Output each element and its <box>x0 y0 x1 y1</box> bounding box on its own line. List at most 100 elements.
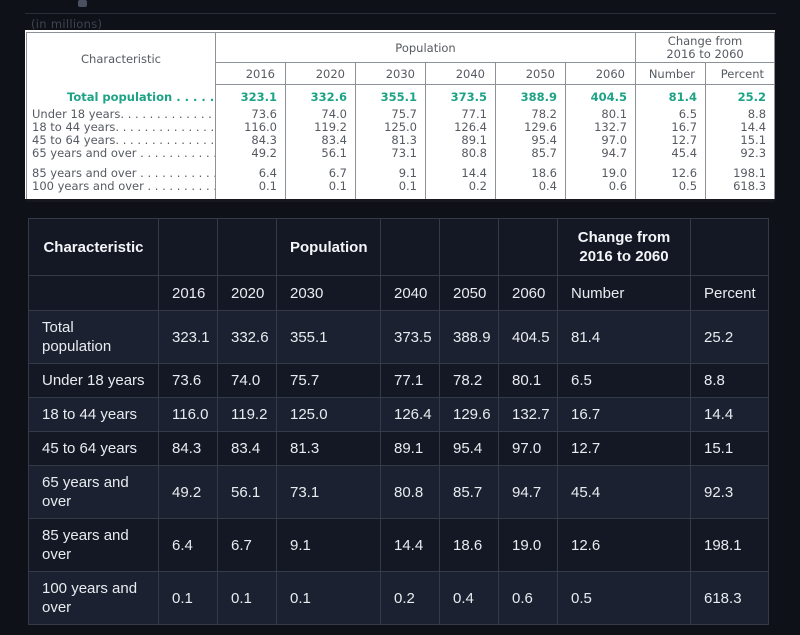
census-year-header: 2060 <box>564 62 636 85</box>
value-cell: 77.1 <box>380 363 440 398</box>
value-cell: 49.2 <box>215 147 286 160</box>
value-cell: 80.8 <box>380 465 440 519</box>
column-header: Characteristic <box>28 218 159 276</box>
value-cell: 119.2 <box>217 397 277 432</box>
row-label: Under 18 years <box>28 363 159 398</box>
value-cell: 75.7 <box>276 363 381 398</box>
value-cell: 95.4 <box>439 431 499 466</box>
value-cell: 6.7 <box>285 167 356 180</box>
value-cell: 75.7 <box>355 108 426 121</box>
value-cell: 73.1 <box>276 465 381 519</box>
census-number-header: Number <box>635 62 706 85</box>
value-cell: 119.2 <box>285 121 356 134</box>
value-cell: 81.3 <box>276 431 381 466</box>
value-cell: 97.0 <box>564 134 636 147</box>
value-cell: 2016 <box>158 275 218 311</box>
value-cell: 15.1 <box>705 134 775 147</box>
row-label: 100 years and over . . . . . . . . . . <box>32 180 216 193</box>
value-cell: 73.6 <box>215 108 286 121</box>
value-cell: 14.4 <box>690 397 769 432</box>
value-cell: 126.4 <box>425 121 496 134</box>
empty-header-cell <box>158 218 218 276</box>
value-cell: 97.0 <box>498 431 558 466</box>
value-cell: 373.5 <box>425 84 496 108</box>
census-characteristic-header: Characteristic <box>26 32 216 85</box>
row-label: 85 years and over <box>28 518 159 572</box>
spacer-cell <box>495 160 566 167</box>
value-cell: 129.6 <box>439 397 499 432</box>
row-label: 65 years and over <box>28 465 159 519</box>
value-cell: 25.2 <box>690 310 769 364</box>
value-cell: 6.5 <box>557 363 691 398</box>
spacer-cell <box>564 160 636 167</box>
value-cell: 355.1 <box>355 84 426 108</box>
value-cell: 73.1 <box>355 147 426 160</box>
spacer-cell <box>635 160 706 167</box>
value-cell: 56.1 <box>285 147 356 160</box>
value-cell: 0.6 <box>498 571 558 625</box>
value-cell: 89.1 <box>425 134 496 147</box>
value-cell: 19.0 <box>498 518 558 572</box>
spacer-cell <box>705 160 775 167</box>
row-label: Total population <box>28 310 159 364</box>
value-cell: 9.1 <box>276 518 381 572</box>
value-cell: 323.1 <box>158 310 218 364</box>
value-cell: 8.8 <box>705 108 775 121</box>
value-cell: 2060 <box>498 275 558 311</box>
value-cell: 77.1 <box>425 108 496 121</box>
row-label: 45 to 64 years <box>28 431 159 466</box>
year-header-row: 2016 2020 2030 2040 2050 2060 Number Percent <box>28 275 769 311</box>
value-cell: 6.7 <box>217 518 277 572</box>
empty-cell <box>28 275 159 311</box>
census-header-row-1: Characteristic Population Change from 20… <box>26 32 775 85</box>
table-row: Under 18 years 73.6 74.0 75.7 77.1 78.2 80.1 6.… <box>28 363 769 398</box>
census-year-header-row: 2016 2020 2030 2040 2050 2060 Number Percent <box>27 62 775 85</box>
column-header: Change from 2016 to 2060 <box>557 218 691 276</box>
value-cell: 0.5 <box>635 180 706 201</box>
value-cell: 84.3 <box>158 431 218 466</box>
census-change-line2: 2016 to 2060 <box>666 46 744 61</box>
value-cell: 6.4 <box>215 167 286 180</box>
census-population-header: Population <box>215 32 636 63</box>
table-row: 45 to 64 years 84.3 83.4 81.3 89.1 95.4 97.0 12… <box>28 431 769 466</box>
row-label: 45 to 64 years. . . . . . . . . . . . . … <box>32 134 215 147</box>
value-cell: 14.4 <box>380 518 440 572</box>
census-data-row: Total population . . . . . . . 323.1 332.6… <box>27 84 775 108</box>
census-year-header: 2016 <box>215 62 286 85</box>
census-change-header: Change from 2016 to 2060 <box>635 32 775 63</box>
population-table: Characteristic Population Change from 2016… <box>28 218 769 625</box>
census-change-line1: Change from <box>667 33 743 48</box>
value-cell: 0.1 <box>217 571 277 625</box>
census-year-header: 2050 <box>495 62 566 85</box>
census-table: Characteristic Population Change from 20… <box>26 32 776 202</box>
table-header-row: Characteristic Population Change from 2016… <box>28 218 769 276</box>
divider-line <box>25 13 776 14</box>
value-cell: 0.1 <box>355 180 426 201</box>
census-year-header: 2040 <box>425 62 496 85</box>
row-label: 85 years and over . . . . . . . . . . . <box>32 167 216 180</box>
table-row: Total population 323.1 332.6 355.1 373.5 388.… <box>28 310 769 364</box>
group-spacer-row <box>27 160 775 167</box>
row-label: Under 18 years. . . . . . . . . . . . . … <box>32 108 216 121</box>
value-cell: 0.4 <box>495 180 566 201</box>
empty-header-cell <box>439 218 499 276</box>
value-cell: 2020 <box>217 275 277 311</box>
value-cell: 355.1 <box>276 310 381 364</box>
value-cell: 81.4 <box>635 84 706 108</box>
column-header: Population <box>276 218 381 276</box>
table-row: 100 years and over 0.1 0.1 0.1 0.2 0.4 0.6 0.5 6… <box>28 571 769 625</box>
table-row: 65 years and over 49.2 56.1 73.1 80.8 85.7 94.… <box>28 465 769 519</box>
value-cell: 2030 <box>276 275 381 311</box>
value-cell: 125.0 <box>355 121 426 134</box>
value-cell: 0.1 <box>285 180 356 201</box>
value-cell: 332.6 <box>285 84 356 108</box>
value-cell: 19.0 <box>564 167 636 180</box>
value-cell: 12.6 <box>635 167 706 180</box>
table-row: 18 to 44 years 116.0 119.2 125.0 126.4 129.6 1… <box>28 397 769 432</box>
value-cell: 2040 <box>380 275 440 311</box>
value-cell: 81.4 <box>557 310 691 364</box>
census-data-row: 65 years and over . . . . . . . . . . .4… <box>27 147 775 160</box>
spacer-cell <box>27 160 216 167</box>
value-cell: 74.0 <box>217 363 277 398</box>
